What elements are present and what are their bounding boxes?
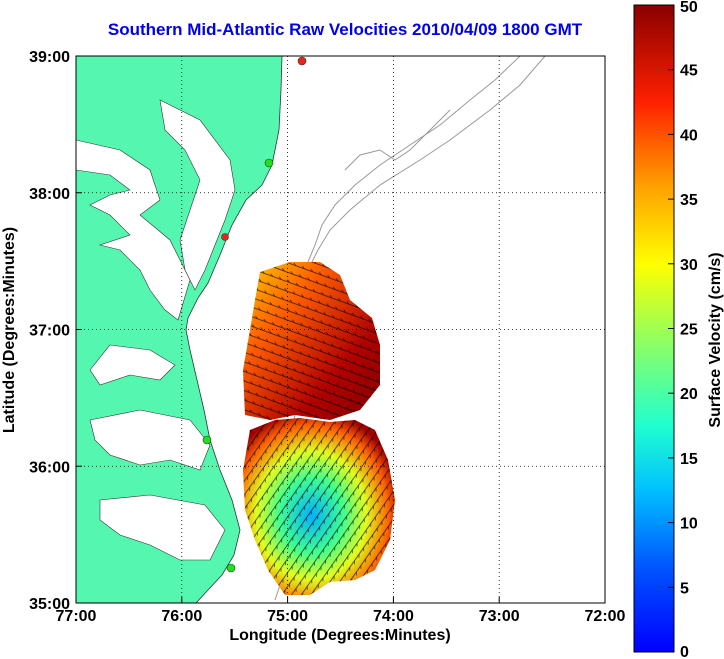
- map-grid: [76, 56, 605, 603]
- colorbar-tick-label: 30: [680, 257, 698, 274]
- colorbar: 0 5 10 15 20 25 30 35 40 45 50 Surface Velocity (c…: [633, 0, 724, 659]
- x-tick-label: 76:00: [161, 608, 202, 625]
- x-axis-ticks: 77:00 76:00 75:00 74:00 73:00 72:00: [56, 597, 626, 625]
- x-tick-label: 73:00: [479, 608, 520, 625]
- colorbar-tick-label: 10: [680, 516, 698, 533]
- x-axis-label: Longitude (Degrees:Minutes): [229, 627, 450, 644]
- y-tick-label: 39:00: [29, 49, 70, 66]
- x-tick-label: 74:00: [373, 608, 414, 625]
- colorbar-tick-label: 20: [680, 386, 698, 403]
- station-marker-red: [221, 233, 229, 241]
- colorbar-ticks: 0 5 10 15 20 25 30 35 40 45 50: [668, 0, 698, 659]
- colorbar-label: Surface Velocity (cm/s): [707, 252, 724, 427]
- station-marker-red: [297, 56, 307, 66]
- x-tick-label: 77:00: [56, 608, 97, 625]
- colorbar-tick-label: 0: [680, 644, 689, 659]
- station-marker-green: [202, 435, 212, 445]
- map-plot-area: [76, 56, 605, 603]
- colorbar-tick-label: 15: [680, 451, 698, 468]
- x-tick-label: 75:00: [267, 608, 308, 625]
- x-tick-label: 72:00: [585, 608, 626, 625]
- colorbar-tick-label: 25: [680, 322, 698, 339]
- colorbar-tick-label: 45: [680, 63, 698, 80]
- y-tick-label: 35:00: [29, 596, 70, 613]
- y-axis-ticks: 39:00 38:00 37:00 36:00 35:00: [29, 49, 82, 613]
- map-title: Southern Mid-Atlantic Raw Velocities 201…: [107, 20, 583, 39]
- y-tick-label: 36:00: [29, 459, 70, 476]
- y-axis-label: Latitude (Degrees:Minutes): [1, 227, 18, 433]
- y-tick-label: 38:00: [29, 186, 70, 203]
- colorbar-tick-label: 35: [680, 192, 698, 209]
- colorbar-tick-label: 40: [680, 127, 698, 144]
- y-tick-label: 37:00: [29, 323, 70, 340]
- station-marker-green: [226, 563, 236, 573]
- colorbar-gradient: [633, 4, 675, 653]
- colorbar-tick-label: 50: [680, 0, 698, 16]
- colorbar-tick-label: 5: [680, 580, 689, 597]
- station-marker-green: [264, 158, 274, 168]
- velocity-field: [243, 262, 395, 595]
